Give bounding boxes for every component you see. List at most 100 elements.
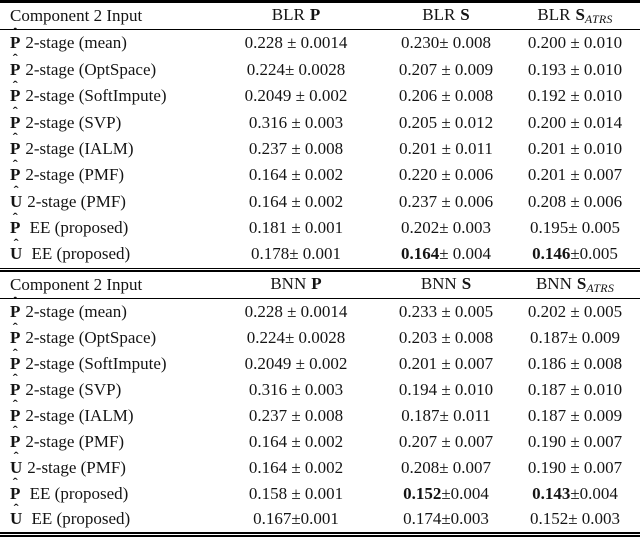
value-text: 0.187 ± 0.009 — [527, 405, 623, 425]
value-text: 0.200 ± 0.010 — [527, 33, 623, 53]
method-cell: ˆ P 2-stage (SVP) — [0, 106, 210, 133]
method-label: 2-stage (SVP) — [25, 112, 122, 132]
method-label: 2-stage (IALM) — [25, 405, 134, 425]
header-rule — [0, 298, 640, 300]
table-row: ˆ P 2-stage (mean) 0.228 ± 0.0014 0.233 ± 0.… — [0, 294, 640, 325]
value-cell: 0.233 ± 0.005 — [382, 302, 510, 322]
value-cell: 0.152± 0.003 — [510, 509, 640, 529]
value-cell: 0.181 ± 0.001 — [210, 218, 382, 238]
hat-accent: ˆ — [12, 25, 18, 42]
value-text: 0.190 ± 0.007 — [527, 457, 623, 477]
column-prefix: BLR — [537, 4, 571, 24]
value-text: 0.152± 0.003 — [529, 509, 621, 529]
hat-accent: ˆ — [12, 78, 18, 95]
value-text: 0.206 ± 0.008 — [398, 86, 494, 106]
method-cell: ˆ P 2-stage (SVP) — [0, 373, 210, 400]
value-text: 0.187± 0.009 — [529, 328, 621, 348]
value-text: 0.316 ± 0.003 — [248, 379, 344, 399]
value-text: 0.195± 0.005 — [529, 218, 621, 238]
value-cell: 0.237 ± 0.006 — [382, 192, 510, 212]
value-text: 0.190 ± 0.007 — [527, 431, 623, 451]
value-cell: 0.143±0.004 — [510, 484, 640, 504]
value-text: 0.178± 0.001 — [250, 244, 342, 264]
value-cell: 0.187 ± 0.009 — [510, 406, 640, 426]
value-text: 0.167±0.001 — [253, 509, 339, 529]
hat-accent: ˆ — [12, 105, 18, 122]
value-cell: 0.164± 0.004 — [382, 244, 510, 264]
value-cell: 0.201 ± 0.011 — [382, 139, 510, 159]
value-cell: 0.195± 0.005 — [510, 218, 640, 238]
method-cell: ˆ P 2-stage (IALM) — [0, 398, 210, 426]
value-cell: 0.167±0.001 — [210, 509, 382, 529]
method-cell: ˆ U 2-stage (PMF) — [0, 450, 210, 478]
value-text: 0.208 ± 0.006 — [527, 191, 623, 211]
value-text: 0.201 ± 0.011 — [399, 138, 493, 158]
column-prefix: BNN — [420, 274, 457, 294]
value-text: 0.207 ± 0.007 — [398, 431, 494, 451]
value-cell: 0.207 ± 0.007 — [382, 432, 510, 452]
hat-accent: ˆ — [12, 131, 18, 148]
table-header-row: Component 2 Input BLR P BLR S BLR SATRS — [0, 3, 640, 29]
method-cell: ˆ P 2-stage (PMF) — [0, 157, 210, 185]
value-cell: 0.158 ± 0.001 — [210, 484, 382, 504]
method-label: 2-stage (mean) — [25, 33, 127, 53]
method-label: 2-stage (mean) — [25, 302, 127, 322]
hat-accent: ˆ — [13, 236, 19, 253]
value-cell: 0.174±0.003 — [382, 509, 510, 529]
column-prefix: BLR — [422, 4, 456, 24]
value-cell: 0.194 ± 0.010 — [382, 380, 510, 400]
hat-accent: ˆ — [13, 501, 19, 518]
value-text: 0.181 ± 0.001 — [248, 218, 344, 238]
column-header-bnn-s: BNN S — [382, 274, 510, 296]
table-row: ˆ U 2-stage (PMF) 0.164 ± 0.002 0.208± 0.007… — [0, 450, 640, 481]
value-text: 0.187 ± 0.010 — [527, 379, 623, 399]
value-cell: 0.178± 0.001 — [210, 244, 382, 264]
column-subscript: ATRS — [586, 281, 615, 296]
value-text: 0.237 ± 0.008 — [248, 405, 344, 425]
table-row: ˆ P 2-stage (SVP) 0.316 ± 0.003 0.194 ± 0.01… — [0, 373, 640, 403]
table-row: ˆ P 2-stage (PMF) 0.164 ± 0.002 0.207 ± 0.00… — [0, 425, 640, 455]
value-text: 0.158 ± 0.001 — [248, 483, 344, 503]
value-text: 0.200 ± 0.014 — [527, 112, 623, 132]
value-cell: 0.316 ± 0.003 — [210, 380, 382, 400]
table-row: ˆ P 2-stage (SoftImpute) 0.2049 ± 0.002 0.20… — [0, 78, 640, 109]
hat-accent: ˆ — [12, 398, 18, 415]
hat-accent: ˆ — [12, 157, 18, 174]
hat-accent: ˆ — [12, 210, 18, 227]
value-cell: 0.164 ± 0.002 — [210, 458, 382, 478]
method-label: 2-stage (SVP) — [25, 379, 122, 399]
value-cell: 0.202± 0.003 — [382, 218, 510, 238]
column-header-bnn-p: BNN P — [210, 274, 382, 296]
hat-accent: ˆ — [12, 320, 18, 337]
value-cell: 0.201 ± 0.010 — [510, 139, 640, 159]
value-cell: 0.316 ± 0.003 — [210, 113, 382, 133]
column-symbol: S — [575, 4, 585, 24]
value-cell: 0.201 ± 0.007 — [510, 165, 640, 185]
value-cell: 0.2049 ± 0.002 — [210, 354, 382, 374]
section-divider-rule — [0, 267, 640, 273]
method-label: 2-stage (SoftImpute) — [25, 354, 167, 374]
column-header-bnn-s-atrs: BNN SATRS — [510, 274, 640, 296]
column-symbol: S — [461, 274, 472, 294]
method-cell: ˆ P 2-stage (OptSpace) — [0, 53, 210, 80]
value-text: 0.164 ± 0.002 — [248, 165, 344, 185]
hat-accent: ˆ — [12, 424, 18, 441]
value-cell: 0.2049 ± 0.002 — [210, 86, 382, 106]
method-cell: ˆ U 2-stage (PMF) — [0, 184, 210, 212]
